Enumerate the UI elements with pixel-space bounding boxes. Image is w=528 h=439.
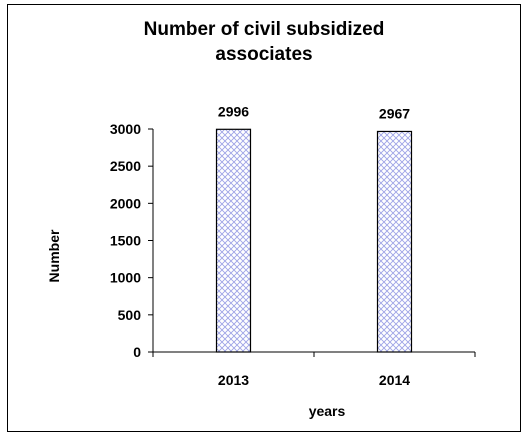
y-tick-label: 0 — [133, 344, 141, 360]
x-axis — [152, 351, 476, 357]
y-tick-label: 1500 — [110, 233, 141, 249]
data-label-2013: 2996 — [218, 103, 249, 119]
bars: 2996 2013 2967 2014 — [215, 103, 413, 388]
y-tick-label: 3000 — [110, 121, 141, 137]
y-tick-label: 1000 — [110, 270, 141, 286]
chart-frame — [7, 4, 521, 432]
x-tick-label-2013: 2013 — [218, 372, 249, 388]
bar-2014 — [376, 130, 413, 353]
chart-title-line-2: associates — [215, 44, 313, 65]
y-tick-label: 2500 — [110, 158, 141, 174]
y-tick-label: 500 — [118, 307, 142, 323]
data-label-2014: 2967 — [379, 105, 410, 121]
y-axis: 0 500 1000 1500 2000 2500 3000 — [110, 121, 154, 360]
x-axis-label: years — [309, 403, 346, 419]
chart-title-line-1: Number of civil subsidized — [143, 19, 385, 40]
y-tick-label: 2000 — [110, 195, 141, 211]
y-axis-label: Number — [46, 229, 62, 282]
x-tick-label-2014: 2014 — [379, 372, 410, 388]
bar-2013 — [215, 128, 252, 353]
